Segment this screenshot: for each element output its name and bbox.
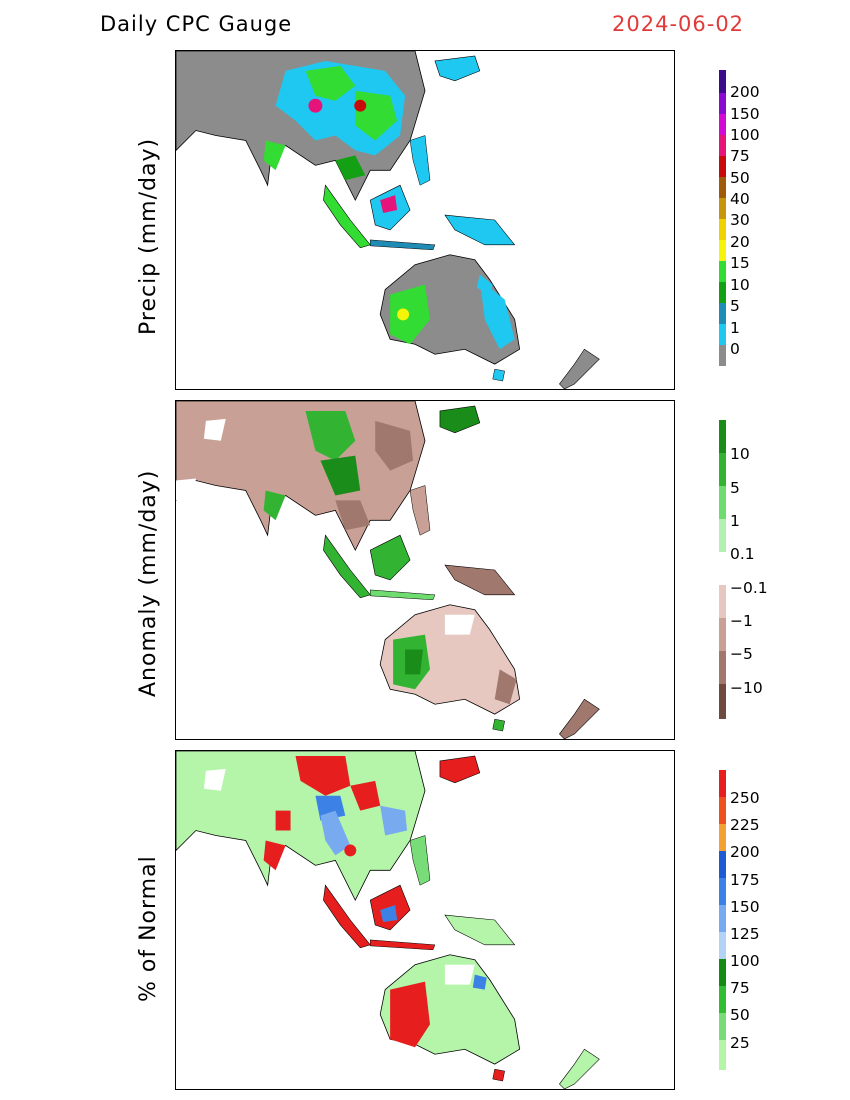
anomaly-colorbar bbox=[719, 420, 726, 719]
precip-map-canvas bbox=[176, 51, 600, 389]
precip-tick-label: 200 bbox=[730, 83, 760, 101]
precip-tick-label: 75 bbox=[730, 147, 750, 165]
percent-tick-label: 50 bbox=[730, 1006, 750, 1024]
precip-tick-label: 100 bbox=[730, 126, 760, 144]
anomaly-map-canvas bbox=[176, 401, 600, 739]
precip-colorbar bbox=[719, 70, 726, 366]
percent-tick-label: 100 bbox=[730, 952, 760, 970]
anomaly-tick-label: −0.1 bbox=[730, 579, 768, 597]
percent-tick-label: 150 bbox=[730, 898, 760, 916]
new-guinea bbox=[444, 214, 516, 246]
percent-tick-label: 175 bbox=[730, 871, 760, 889]
precip-tick-label: 50 bbox=[730, 169, 750, 187]
precip-tick-label: 15 bbox=[730, 254, 750, 272]
anomaly-tick-label: 10 bbox=[730, 445, 750, 463]
chart-title: Daily CPC Gauge bbox=[100, 12, 293, 36]
precip-tick-label: 30 bbox=[730, 211, 750, 229]
percent-normal-map bbox=[175, 750, 675, 1090]
anomaly-tick-label: −1 bbox=[730, 612, 753, 630]
new-guinea bbox=[444, 564, 516, 596]
percent-tick-label: 125 bbox=[730, 925, 760, 943]
precip-tick-label: 40 bbox=[730, 190, 750, 208]
percent-tick-label: 25 bbox=[730, 1034, 750, 1052]
anomaly-map bbox=[175, 400, 675, 740]
percent-tick-label: 250 bbox=[730, 789, 760, 807]
precip-axis-label: Precip (mm/day) bbox=[136, 137, 161, 335]
sumatra bbox=[323, 184, 371, 249]
precip-tick-label: 0 bbox=[730, 340, 740, 358]
anomaly-tick-label: −10 bbox=[730, 679, 763, 697]
sumatra bbox=[323, 884, 371, 949]
percent-normal-map-canvas bbox=[176, 751, 600, 1089]
precip-tick-label: 20 bbox=[730, 233, 750, 251]
percent-normal-axis-label: % of Normal bbox=[136, 855, 161, 1002]
sumatra bbox=[323, 534, 371, 599]
percent-tick-label: 200 bbox=[730, 843, 760, 861]
date-label: 2024-06-02 bbox=[612, 12, 745, 36]
anomaly-tick-label: −5 bbox=[730, 645, 753, 663]
anomaly-axis-label: Anomaly (mm/day) bbox=[136, 469, 161, 697]
anomaly-tick-label: 5 bbox=[730, 479, 740, 497]
precip-map bbox=[175, 50, 675, 390]
new-guinea bbox=[444, 914, 516, 946]
anomaly-tick-label: 1 bbox=[730, 512, 740, 530]
precip-tick-label: 10 bbox=[730, 276, 750, 294]
anomaly-tick-label: 0.1 bbox=[730, 545, 755, 563]
precip-tick-label: 1 bbox=[730, 319, 740, 337]
percent-tick-label: 75 bbox=[730, 979, 750, 997]
percent-tick-label: 225 bbox=[730, 816, 760, 834]
precip-tick-label: 150 bbox=[730, 105, 760, 123]
borneo bbox=[369, 534, 411, 581]
precip-tick-label: 5 bbox=[730, 297, 740, 315]
percent-normal-colorbar bbox=[719, 770, 726, 1070]
